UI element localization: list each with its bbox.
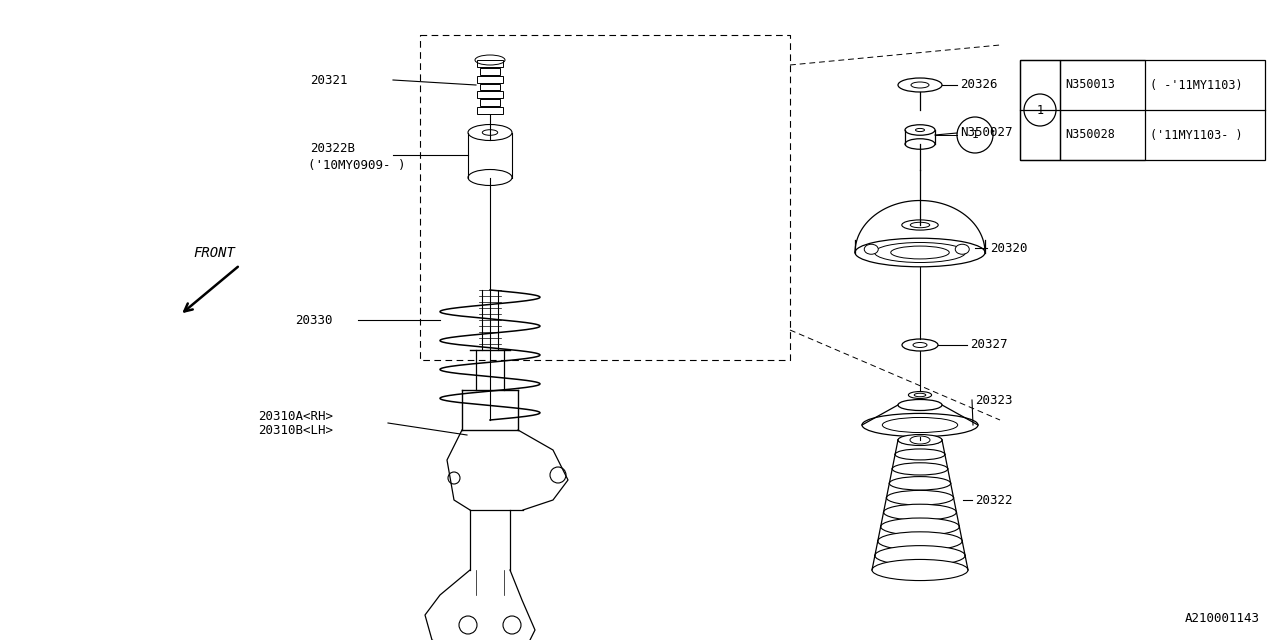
Text: FRONT: FRONT [193, 246, 236, 260]
Text: 1: 1 [972, 130, 978, 140]
Ellipse shape [855, 238, 986, 267]
Bar [480, 68, 500, 75]
Ellipse shape [883, 504, 956, 520]
Text: ('10MY0909- ): ('10MY0909- ) [308, 159, 406, 172]
Ellipse shape [881, 518, 959, 535]
Bar [477, 76, 503, 83]
Text: ( -'11MY1103): ( -'11MY1103) [1149, 79, 1243, 92]
Ellipse shape [878, 532, 963, 550]
Text: 20330: 20330 [294, 314, 333, 326]
Text: 20323: 20323 [975, 394, 1012, 406]
Text: N350027: N350027 [960, 127, 1012, 140]
Text: A210001143: A210001143 [1185, 612, 1260, 625]
Text: 20322B: 20322B [310, 141, 355, 154]
Text: N350028: N350028 [1065, 129, 1115, 141]
Ellipse shape [895, 449, 945, 460]
Ellipse shape [861, 413, 978, 436]
Text: 20320: 20320 [989, 241, 1028, 255]
Ellipse shape [905, 139, 934, 149]
Ellipse shape [892, 463, 947, 475]
Text: 20310A<RH>: 20310A<RH> [259, 410, 333, 422]
Text: ('11MY1103- ): ('11MY1103- ) [1149, 129, 1243, 141]
Ellipse shape [872, 559, 968, 580]
Ellipse shape [899, 435, 942, 445]
Ellipse shape [468, 125, 512, 141]
Ellipse shape [905, 125, 934, 135]
Ellipse shape [890, 477, 951, 490]
Bar [1060, 60, 1146, 160]
Text: 1: 1 [1037, 104, 1043, 116]
Ellipse shape [899, 78, 942, 92]
Bar [1020, 60, 1265, 160]
Ellipse shape [902, 339, 938, 351]
Ellipse shape [887, 490, 954, 505]
Ellipse shape [909, 392, 932, 399]
Ellipse shape [876, 546, 965, 566]
Text: 20322: 20322 [975, 493, 1012, 506]
Ellipse shape [864, 244, 878, 254]
Ellipse shape [899, 435, 942, 445]
Bar [1020, 60, 1060, 160]
Bar [480, 99, 500, 106]
Bar [477, 107, 503, 114]
Ellipse shape [899, 399, 942, 410]
Text: N350013: N350013 [1065, 79, 1115, 92]
Ellipse shape [955, 244, 969, 254]
Bar [477, 60, 503, 67]
Bar [477, 92, 503, 99]
Text: 20310B<LH>: 20310B<LH> [259, 424, 333, 436]
Text: 20321: 20321 [310, 74, 347, 86]
Text: 20327: 20327 [970, 339, 1007, 351]
Bar [480, 84, 500, 90]
Text: 20326: 20326 [960, 79, 997, 92]
